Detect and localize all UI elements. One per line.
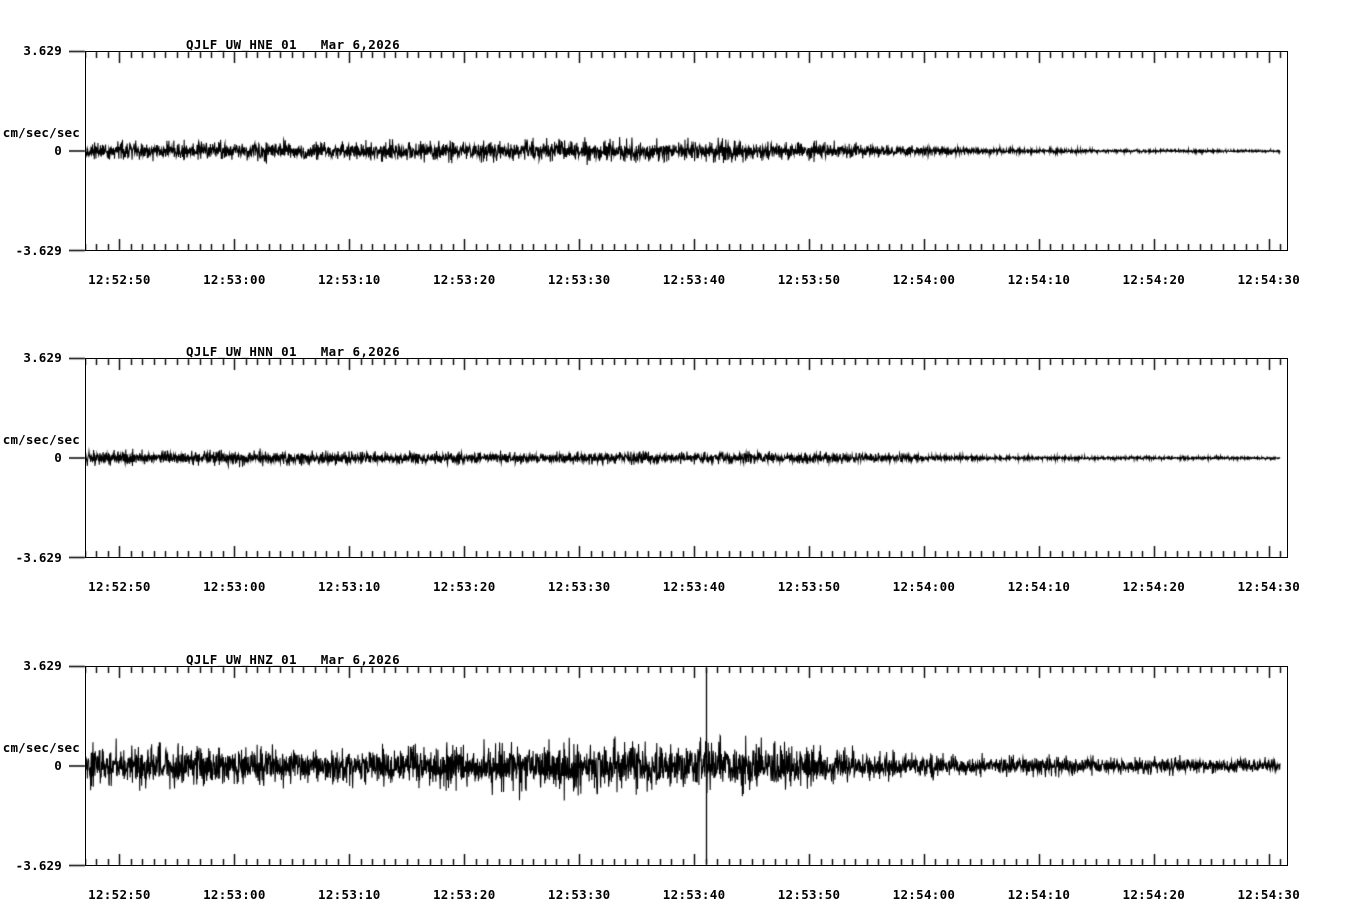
- x-axis-tick-label: 12:53:10: [318, 887, 381, 902]
- x-axis-tick-label: 12:53:00: [203, 272, 266, 287]
- waveform-trace: [85, 358, 1288, 558]
- x-axis-tick-label: 12:54:30: [1237, 579, 1301, 594]
- x-axis-tick-label: 12:54:00: [892, 887, 956, 902]
- x-axis-tick-label: 12:53:50: [777, 272, 841, 287]
- x-axis-tick-label: 12:54:00: [892, 272, 956, 287]
- x-axis-tick-label: 12:53:20: [432, 887, 496, 902]
- x-axis-tick-label: 12:52:50: [88, 272, 151, 287]
- x-axis-tick-label: 12:53:20: [432, 272, 496, 287]
- y-axis-min-label: -3.629: [15, 858, 62, 873]
- x-axis-tick-label: 12:53:30: [547, 272, 611, 287]
- y-axis-zero-label: 0: [54, 143, 62, 158]
- x-axis-tick-label: 12:53:00: [203, 887, 266, 902]
- x-axis-tick-label: 12:54:20: [1122, 887, 1186, 902]
- y-axis-unit-label: cm/sec/sec: [2, 432, 80, 447]
- x-axis-tick-label: 12:53:30: [547, 579, 611, 594]
- x-axis-tick-label: 12:53:50: [777, 887, 841, 902]
- x-axis-tick-label: 12:54:10: [1007, 887, 1071, 902]
- panel-title: QJLF_UW_HNE_01 Mar 6,2026: [186, 37, 400, 52]
- x-axis-tick-label: 12:54:20: [1122, 272, 1186, 287]
- x-axis-tick-label: 12:52:50: [88, 887, 151, 902]
- waveform-trace: [85, 51, 1288, 251]
- y-axis-min-label: -3.629: [15, 243, 62, 258]
- y-axis-min-label: -3.629: [15, 550, 62, 565]
- y-axis-zero-label: 0: [54, 450, 62, 465]
- x-axis-tick-label: 12:53:30: [547, 887, 611, 902]
- y-axis-max-label: 3.629: [23, 350, 62, 365]
- y-axis-unit-label: cm/sec/sec: [2, 125, 80, 140]
- y-axis-max-label: 3.629: [23, 43, 62, 58]
- x-axis-tick-label: 12:54:10: [1007, 579, 1071, 594]
- x-axis-tick-label: 12:52:50: [88, 579, 151, 594]
- x-axis-tick-label: 12:53:00: [203, 579, 266, 594]
- panel-title: QJLF_UW_HNZ_01 Mar 6,2026: [186, 652, 400, 667]
- x-axis-tick-label: 12:54:00: [892, 579, 956, 594]
- x-axis-tick-label: 12:53:40: [662, 579, 726, 594]
- x-axis-tick-label: 12:54:20: [1122, 579, 1186, 594]
- x-axis-tick-label: 12:53:10: [318, 579, 381, 594]
- y-axis-zero-label: 0: [54, 758, 62, 773]
- y-axis-max-label: 3.629: [23, 658, 62, 673]
- x-axis-tick-label: 12:54:30: [1237, 272, 1301, 287]
- x-axis-tick-label: 12:54:30: [1237, 887, 1301, 902]
- x-axis-tick-label: 12:53:40: [662, 887, 726, 902]
- x-axis-tick-label: 12:53:40: [662, 272, 726, 287]
- waveform-trace: [85, 666, 1288, 866]
- x-axis-tick-label: 12:53:20: [432, 579, 496, 594]
- y-axis-unit-label: cm/sec/sec: [2, 740, 80, 755]
- x-axis-tick-label: 12:53:50: [777, 579, 841, 594]
- x-axis-tick-label: 12:53:10: [318, 272, 381, 287]
- x-axis-tick-label: 12:54:10: [1007, 272, 1071, 287]
- panel-title: QJLF_UW_HNN_01 Mar 6,2026: [186, 344, 400, 359]
